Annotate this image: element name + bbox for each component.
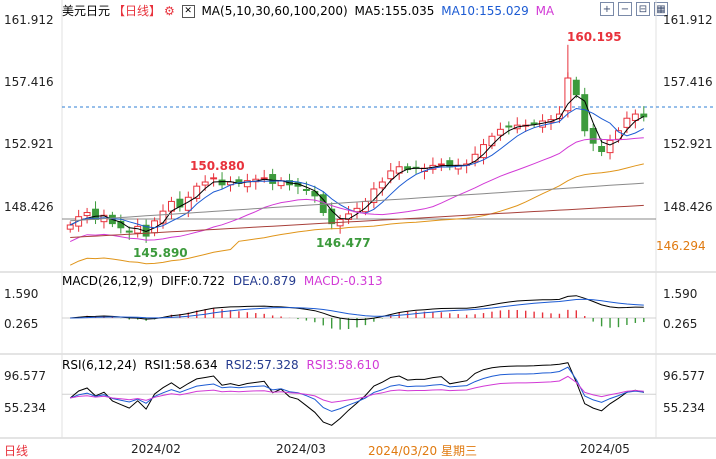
candle-body [125, 230, 133, 233]
xlabel-cursor-date: 2024/03/20 星期三 [368, 444, 477, 458]
ma-settings-icon[interactable]: ✕ [181, 5, 195, 18]
rsi-title: RSI(6,12,24) [62, 358, 137, 372]
ma-title: MA(5,10,30,60,100,200) [201, 4, 348, 18]
candle-body [218, 179, 226, 186]
candle-body [387, 170, 395, 180]
macd-ylabel-left-1: 1.590 [4, 287, 39, 301]
macd-diff-line [70, 295, 644, 321]
symbol-label: 美元日元 [62, 4, 111, 18]
xlabel-mar: 2024/03 [276, 442, 326, 456]
macd-title: MACD(26,12,9) [62, 274, 154, 288]
rsi2-value: RSI2:57.328 [225, 358, 299, 372]
main-ylabel-right-4: 148.426 [663, 200, 713, 214]
ma100-line [70, 182, 644, 222]
rsi-ylabel-right-1: 96.577 [663, 369, 705, 383]
rsi-ylabel-left-1: 96.577 [4, 369, 46, 383]
ma5-value: MA5:155.035 [354, 4, 435, 18]
rsi1-value: RSI1:58.634 [144, 358, 218, 372]
rsi1-line [69, 362, 644, 426]
candle-body [505, 125, 513, 128]
candle-body [210, 177, 218, 180]
rsi3-line [70, 375, 644, 403]
rsi2-line [70, 366, 644, 412]
ma200-trend-line [70, 204, 644, 238]
main-ylabel-left-3: 152.921 [4, 137, 54, 151]
candle-body [361, 200, 369, 213]
macd-dea: DEA:0.879 [232, 274, 297, 288]
rsi-ylabel-left-2: 55.234 [4, 401, 46, 415]
add-icon[interactable]: + [600, 2, 614, 16]
candle-body [83, 212, 91, 217]
period-corner-label[interactable]: 日线 [4, 444, 29, 458]
peak-feb-annotation: 150.880 [190, 159, 245, 173]
candle-body [589, 127, 597, 144]
chart-toolbar: + − ⊟ ▦ [600, 2, 668, 16]
candle-body [572, 79, 580, 96]
candle-body [66, 224, 74, 230]
ma60-line [69, 163, 644, 266]
macd-header: MACD(26,12,9) DIFF:0.722 DEA:0.879 MACD:… [62, 274, 387, 288]
current-price-label: 146.294 [656, 239, 706, 253]
macd-ylabel-right-2: 0.265 [663, 317, 698, 331]
macd-dea-line [70, 298, 644, 319]
candle-body [159, 210, 167, 224]
macd-diff: DIFF:0.722 [160, 274, 226, 288]
rsi-ylabel-right-2: 55.234 [663, 401, 705, 415]
candle-body [564, 77, 572, 112]
main-chart-header: 美元日元 【日线】 ⚙ ✕ MA(5,10,30,60,100,200) MA5:1… [62, 3, 557, 19]
xlabel-feb: 2024/02 [131, 442, 181, 456]
main-ylabel-right-2: 157.416 [663, 75, 713, 89]
rsi3-value: RSI3:58.610 [306, 358, 380, 372]
candle-body [598, 146, 606, 153]
candle-body [184, 196, 192, 211]
gear-icon[interactable]: ⚙ [164, 4, 175, 18]
candle-body [437, 163, 445, 166]
ma10-value: MA10:155.029 [441, 4, 529, 18]
candle-body [269, 174, 277, 184]
macd-ylabel-left-2: 0.265 [4, 317, 39, 331]
period-label[interactable]: 【日线】 [113, 4, 162, 18]
ma30-line [69, 137, 644, 243]
grid-icon[interactable]: ▦ [654, 2, 668, 16]
candle-body [530, 122, 538, 125]
candle-body [201, 181, 209, 186]
candle-body [302, 189, 310, 192]
candle-body [623, 117, 631, 128]
low-mar-annotation: 146.477 [316, 236, 371, 250]
candle-body [243, 180, 251, 188]
candle-body [328, 208, 336, 225]
rsi-header: RSI(6,12,24) RSI1:58.634 RSI2:57.328 RSI… [62, 358, 384, 372]
main-ylabel-left-2: 157.416 [4, 75, 54, 89]
remove-icon[interactable]: − [618, 2, 632, 16]
candle-body [378, 181, 386, 189]
main-ylabel-left-4: 148.426 [4, 200, 54, 214]
candle-body [606, 139, 614, 154]
main-ylabel-right-1: 161.912 [663, 13, 713, 27]
candle-body [496, 128, 504, 136]
high-annotation: 160.195 [567, 30, 622, 44]
macd-value: MACD:-0.313 [303, 274, 383, 288]
candle-body [75, 216, 83, 227]
candle-body [193, 185, 201, 199]
macd-ylabel-right-1: 1.590 [663, 287, 698, 301]
low-jan-annotation: 145.890 [133, 246, 188, 260]
candle-body [471, 153, 479, 163]
ma-more: MA [535, 4, 555, 18]
main-ylabel-right-3: 152.921 [663, 137, 713, 151]
candle-body [488, 135, 496, 147]
candle-body [581, 94, 589, 132]
ma5-line [69, 94, 645, 233]
collapse-icon[interactable]: ⊟ [636, 2, 650, 16]
xlabel-may: 2024/05 [580, 442, 630, 456]
candle-body [370, 188, 378, 204]
main-ylabel-left-1: 161.912 [4, 13, 54, 27]
